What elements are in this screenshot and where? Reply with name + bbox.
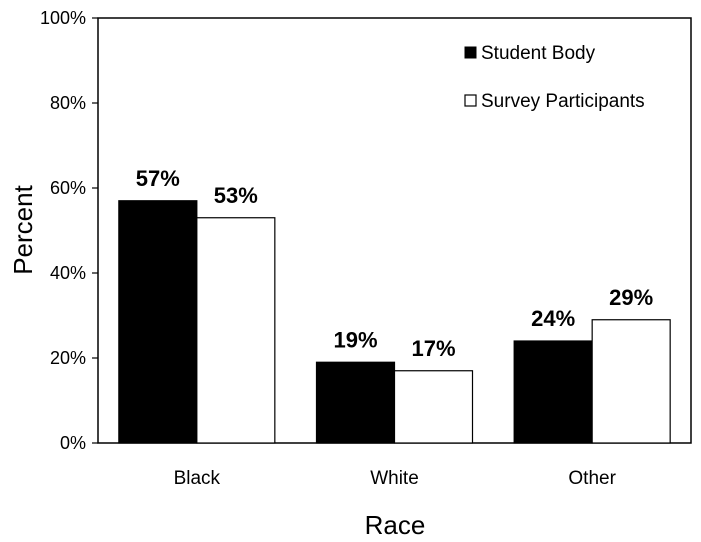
bar-white-student-body bbox=[315, 361, 396, 444]
bar-black-survey-participants bbox=[196, 217, 276, 444]
data-label: 19% bbox=[333, 327, 377, 352]
data-label: 29% bbox=[609, 285, 653, 310]
bar-white-survey-participants bbox=[393, 370, 474, 444]
data-label: 17% bbox=[411, 336, 455, 361]
bar-black-student-body bbox=[118, 200, 198, 444]
y-axis-ticks: 0% 20% 40% 60% 80% 100% bbox=[40, 8, 98, 453]
y-axis-title: Percent bbox=[8, 184, 38, 274]
x-category-label: Other bbox=[568, 468, 616, 489]
y-tick-label: 20% bbox=[50, 348, 86, 368]
y-tick-label: 40% bbox=[50, 263, 86, 283]
data-label: 24% bbox=[531, 306, 575, 331]
x-category-label: White bbox=[370, 468, 419, 489]
y-tick-label: 100% bbox=[40, 8, 86, 28]
x-category-label: Black bbox=[174, 468, 221, 489]
y-tick-label: 80% bbox=[50, 93, 86, 113]
data-labels-group: 57% 53% 19% 17% 24% 29% bbox=[136, 166, 653, 361]
y-tick-label: 60% bbox=[50, 178, 86, 198]
legend-label-survey-participants: Survey Participants bbox=[481, 91, 645, 112]
bars-group bbox=[118, 200, 671, 444]
legend-swatch-student-body bbox=[464, 46, 477, 59]
data-label: 53% bbox=[214, 183, 258, 208]
bar-other-student-body bbox=[513, 340, 593, 444]
data-label: 57% bbox=[136, 166, 180, 191]
x-axis-title: Race bbox=[365, 510, 426, 540]
x-axis-categories: Black White Other bbox=[174, 468, 617, 489]
legend-swatch-survey-participants bbox=[464, 94, 477, 107]
y-tick-label: 0% bbox=[60, 433, 86, 453]
bar-other-survey-participants bbox=[591, 319, 671, 444]
legend: Student Body Survey Participants bbox=[464, 43, 645, 112]
legend-label-student-body: Student Body bbox=[481, 43, 596, 64]
